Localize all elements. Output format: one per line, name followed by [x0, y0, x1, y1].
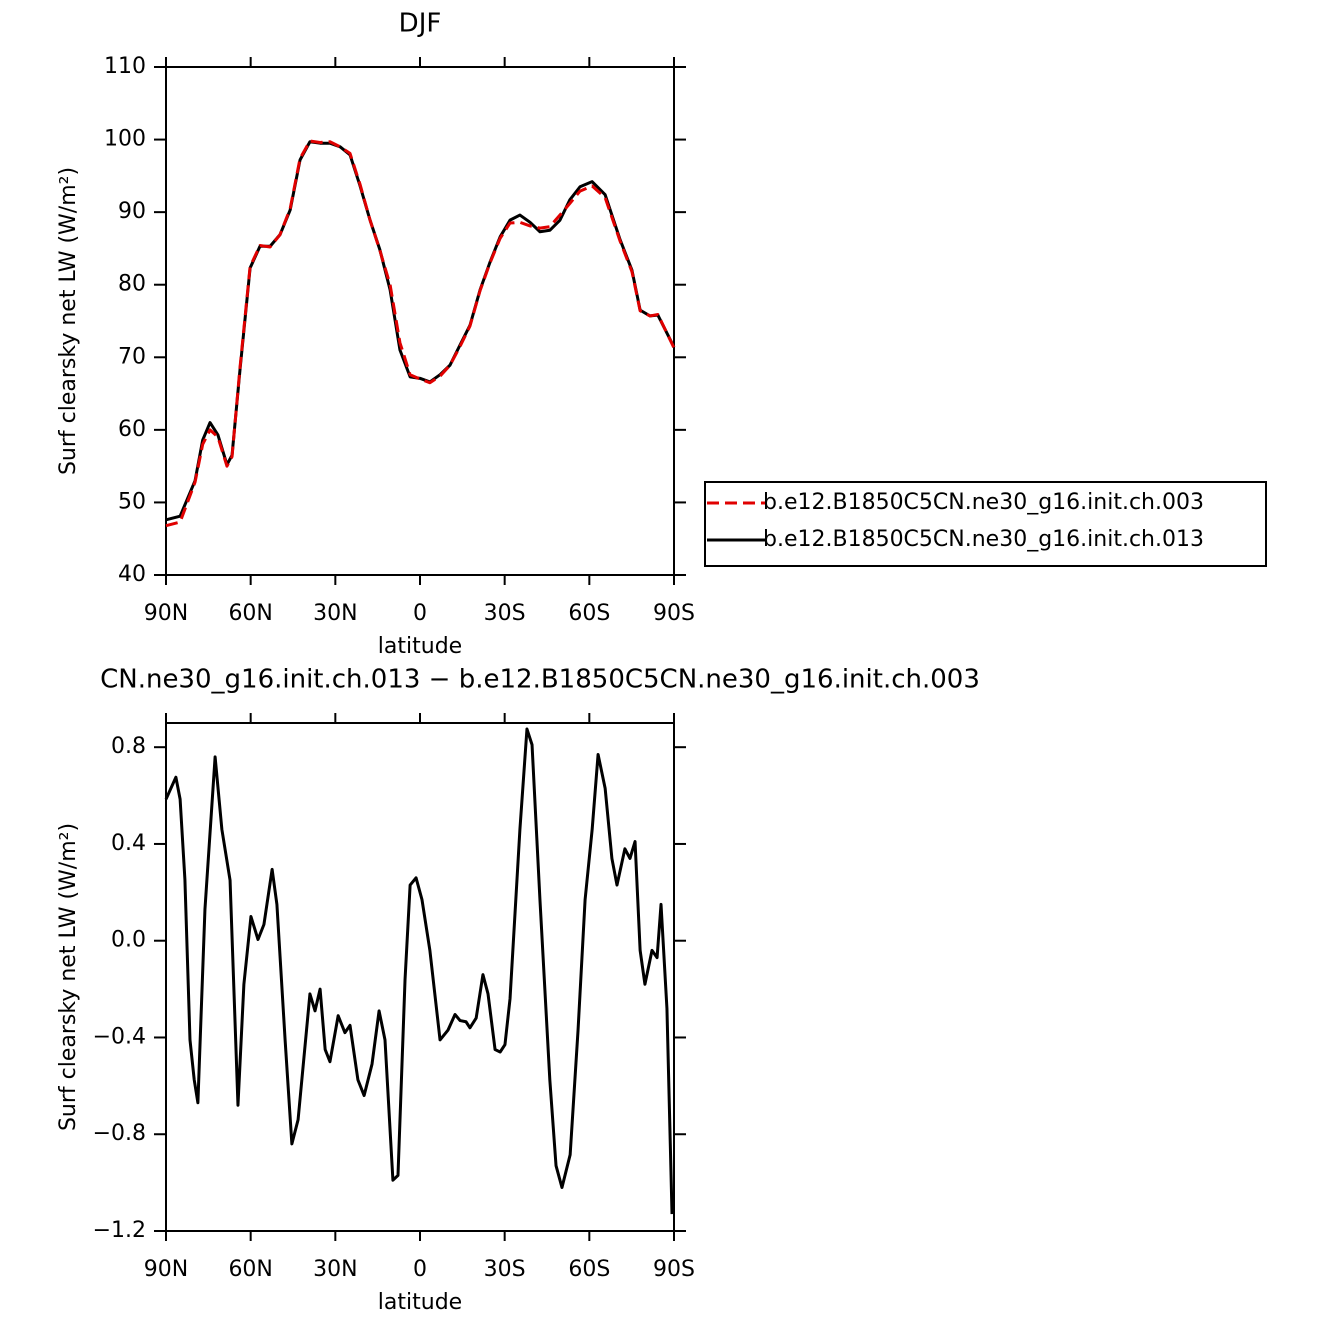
y-tick-label: 50: [118, 489, 146, 514]
x-tick-label: 90N: [144, 601, 188, 626]
x-tick-label: 30N: [313, 1257, 357, 1282]
x-tick-label: 30S: [484, 601, 526, 626]
legend-label: b.e12.B1850C5CN.ne30_g16.init.ch.003: [763, 490, 1204, 515]
plot-frame: [165, 722, 675, 1232]
x-tick-label: 90S: [653, 1257, 695, 1282]
y-tick-label: 90: [118, 199, 146, 224]
x-axis-label: latitude: [378, 1290, 462, 1315]
y-tick-label: 100: [104, 127, 146, 152]
legend-label: b.e12.B1850C5CN.ne30_g16.init.ch.013: [763, 527, 1204, 552]
y-tick-label: 0.0: [111, 928, 146, 953]
x-tick-label: 90S: [653, 601, 695, 626]
y-tick-label: 80: [118, 272, 146, 297]
y-tick-label: 0.8: [111, 734, 146, 759]
y-tick-label: −1.2: [93, 1218, 146, 1243]
y-tick-label: 70: [118, 344, 146, 369]
chart-title: CN.ne30_g16.init.ch.013 − b.e12.B1850C5C…: [100, 665, 980, 695]
y-axis-label: Surf clearsky net LW (W/m²): [56, 167, 81, 475]
y-tick-label: 110: [104, 54, 146, 79]
x-tick-label: 30S: [484, 1257, 526, 1282]
x-tick-label: 60S: [568, 601, 610, 626]
x-tick-label: 60N: [228, 601, 272, 626]
x-tick-label: 60N: [228, 1257, 272, 1282]
chart-title: DJF: [399, 9, 442, 39]
y-tick-label: −0.8: [93, 1121, 146, 1146]
y-tick-label: 0.4: [111, 831, 146, 856]
y-tick-label: 40: [118, 562, 146, 587]
legend-box: [704, 481, 1267, 567]
x-axis-label: latitude: [378, 634, 462, 659]
x-tick-label: 60S: [568, 1257, 610, 1282]
data-line: [165, 140, 676, 522]
data-line: [165, 139, 676, 528]
x-tick-label: 0: [413, 1257, 427, 1282]
y-tick-label: −0.4: [93, 1024, 146, 1049]
data-line: [164, 727, 674, 1215]
y-tick-label: 60: [118, 417, 146, 442]
y-axis-label: Surf clearsky net LW (W/m²): [56, 823, 81, 1131]
plot-frame: [165, 66, 675, 576]
x-tick-label: 30N: [313, 601, 357, 626]
x-tick-label: 90N: [144, 1257, 188, 1282]
x-tick-label: 0: [413, 601, 427, 626]
